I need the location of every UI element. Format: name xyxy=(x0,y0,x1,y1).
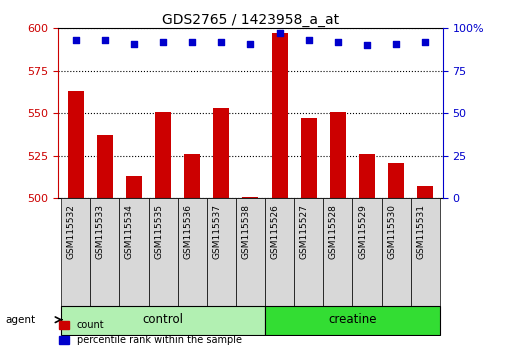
FancyBboxPatch shape xyxy=(323,198,352,308)
Bar xyxy=(68,91,83,198)
Bar xyxy=(242,196,258,198)
Text: GSM115530: GSM115530 xyxy=(386,204,395,259)
Text: GSM115535: GSM115535 xyxy=(154,204,163,259)
Bar xyxy=(329,112,345,198)
Text: GSM115528: GSM115528 xyxy=(328,204,337,259)
Text: GSM115532: GSM115532 xyxy=(67,204,76,259)
FancyBboxPatch shape xyxy=(410,198,439,308)
FancyBboxPatch shape xyxy=(207,198,235,308)
Bar xyxy=(184,154,200,198)
Text: GSM115533: GSM115533 xyxy=(95,204,105,259)
Text: GSM115537: GSM115537 xyxy=(212,204,221,259)
FancyBboxPatch shape xyxy=(90,198,119,308)
Bar xyxy=(387,162,403,198)
Bar xyxy=(155,112,171,198)
Point xyxy=(304,38,312,43)
Point xyxy=(275,30,283,36)
FancyBboxPatch shape xyxy=(119,198,148,308)
Text: creatine: creatine xyxy=(328,313,376,326)
Text: agent: agent xyxy=(5,315,35,325)
Point xyxy=(420,39,428,45)
Bar xyxy=(358,154,374,198)
Text: GSM115526: GSM115526 xyxy=(270,204,279,259)
Text: GSM115527: GSM115527 xyxy=(299,204,308,259)
Text: GSM115534: GSM115534 xyxy=(125,204,134,259)
Text: GSM115529: GSM115529 xyxy=(358,204,366,259)
Point xyxy=(188,39,196,45)
Point xyxy=(72,38,80,43)
Bar xyxy=(271,33,287,198)
Bar xyxy=(417,186,432,198)
Title: GDS2765 / 1423958_a_at: GDS2765 / 1423958_a_at xyxy=(162,13,338,27)
FancyBboxPatch shape xyxy=(235,198,265,308)
Point xyxy=(217,39,225,45)
Text: GSM115538: GSM115538 xyxy=(241,204,250,259)
Text: control: control xyxy=(142,313,183,326)
Text: GSM115536: GSM115536 xyxy=(183,204,192,259)
Bar xyxy=(126,176,142,198)
FancyBboxPatch shape xyxy=(265,306,439,335)
FancyBboxPatch shape xyxy=(177,198,207,308)
Text: GSM115531: GSM115531 xyxy=(416,204,424,259)
Point xyxy=(362,42,370,48)
Point xyxy=(333,39,341,45)
Point xyxy=(391,41,399,46)
FancyBboxPatch shape xyxy=(381,198,410,308)
FancyBboxPatch shape xyxy=(265,198,293,308)
Point xyxy=(130,41,138,46)
Bar xyxy=(213,108,229,198)
Point xyxy=(246,41,254,46)
FancyBboxPatch shape xyxy=(293,198,323,308)
Point xyxy=(100,38,109,43)
Bar xyxy=(300,118,316,198)
Bar xyxy=(96,135,113,198)
Legend: count, percentile rank within the sample: count, percentile rank within the sample xyxy=(56,316,245,349)
FancyBboxPatch shape xyxy=(61,198,90,308)
FancyBboxPatch shape xyxy=(148,198,177,308)
Point xyxy=(159,39,167,45)
FancyBboxPatch shape xyxy=(352,198,381,308)
FancyBboxPatch shape xyxy=(61,306,265,335)
